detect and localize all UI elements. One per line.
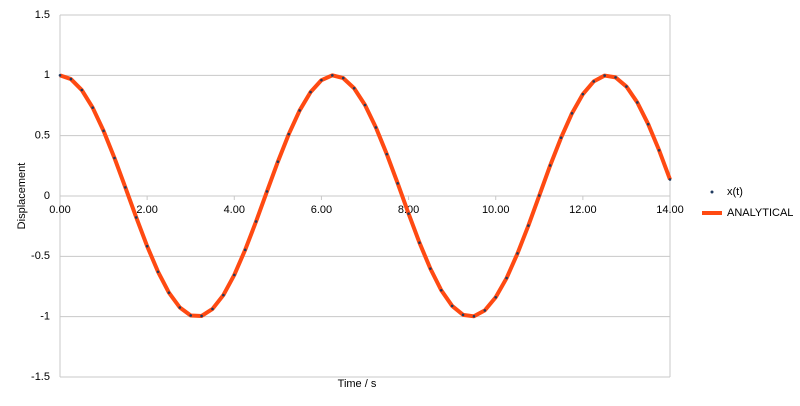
data-point <box>200 314 203 318</box>
x-tick-label: 0.00 <box>49 204 70 216</box>
data-point <box>483 309 487 312</box>
data-point <box>570 112 574 115</box>
data-point <box>124 186 127 189</box>
data-point <box>527 224 530 227</box>
y-tick-label: -0.5 <box>31 250 50 262</box>
data-point <box>309 90 312 94</box>
data-point <box>439 288 443 292</box>
x-tick-label: 2.00 <box>136 204 157 216</box>
data-point <box>657 148 661 152</box>
x-tick-label: 4.00 <box>224 204 245 216</box>
data-point <box>592 80 596 83</box>
data-point <box>614 76 617 79</box>
data-point <box>91 106 94 109</box>
data-point <box>472 315 476 318</box>
y-tick-label: 0 <box>44 190 50 202</box>
data-point <box>407 212 410 215</box>
data-point <box>189 314 193 317</box>
data-point <box>287 132 291 136</box>
data-point <box>341 76 345 80</box>
data-point <box>505 276 508 280</box>
legend-label: x(t) <box>727 186 743 198</box>
data-point <box>134 216 138 219</box>
y-tick-label: 1 <box>44 69 50 81</box>
data-point <box>265 190 269 193</box>
data-point <box>167 291 171 294</box>
y-tick-label: -1 <box>40 311 50 323</box>
data-point <box>668 178 672 181</box>
data-point <box>113 156 116 160</box>
x-axis-label: Time / s <box>338 378 377 390</box>
data-point <box>516 252 519 255</box>
data-point <box>156 270 160 274</box>
data-point <box>461 313 465 317</box>
data-point <box>429 267 432 270</box>
x-tick-label: 12.00 <box>569 204 597 216</box>
x-tick-label: 14.00 <box>656 204 684 216</box>
data-point <box>102 129 105 133</box>
data-point <box>363 103 367 107</box>
data-point <box>145 244 149 248</box>
y-tick-label: 1.5 <box>35 9 50 21</box>
data-point <box>178 306 182 309</box>
data-point <box>385 152 389 156</box>
x-tick-label: 6.00 <box>311 204 332 216</box>
data-point <box>320 78 323 82</box>
x-tick-label: 10.00 <box>482 204 510 216</box>
data-point <box>625 85 628 88</box>
data-point <box>69 77 73 81</box>
data-point <box>636 101 639 104</box>
data-point <box>352 86 356 90</box>
y-tick-label: 0.5 <box>35 130 50 142</box>
data-point <box>581 92 585 96</box>
data-point <box>222 293 225 297</box>
data-point <box>232 273 236 277</box>
data-point <box>276 160 280 164</box>
data-point <box>450 304 454 308</box>
data-point <box>254 220 258 223</box>
data-point <box>418 241 421 244</box>
data-point <box>603 74 606 77</box>
legend-label: ANALYTICAL <box>727 207 793 219</box>
data-point <box>331 74 334 77</box>
data-point <box>298 109 301 112</box>
data-point <box>646 122 650 126</box>
y-axis-label: Displacement <box>16 163 28 230</box>
y-tick-label: -1.5 <box>31 371 50 383</box>
legend-swatch <box>710 190 714 194</box>
data-point <box>548 164 552 167</box>
data-point <box>559 136 563 140</box>
data-point <box>243 248 247 252</box>
data-point <box>211 307 214 311</box>
data-point <box>374 126 378 129</box>
data-point <box>58 74 62 77</box>
data-point <box>537 194 541 197</box>
data-point <box>494 295 498 299</box>
data-point <box>396 182 399 185</box>
data-point <box>80 88 84 92</box>
